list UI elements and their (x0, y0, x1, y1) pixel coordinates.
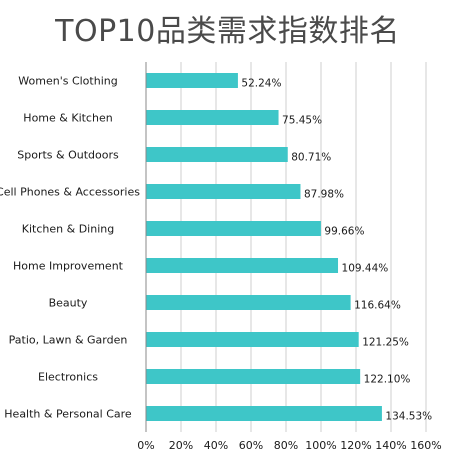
value-label: 134.53% (385, 411, 432, 423)
x-tick-label: 140% (375, 439, 406, 452)
bar (146, 184, 301, 199)
bar (146, 221, 321, 236)
value-label: 87.98% (304, 189, 344, 201)
chart-title: TOP10品类需求指数排名 (55, 14, 400, 49)
category-label: Cell Phones & Accessories (0, 186, 140, 199)
category-label: Patio, Lawn & Garden (9, 334, 128, 347)
x-tick-label: 20% (169, 439, 193, 452)
category-label: Beauty (49, 297, 88, 310)
x-tick-label: 0% (137, 439, 154, 452)
category-label: Home & Kitchen (23, 112, 112, 125)
value-label: 121.25% (362, 337, 409, 349)
value-label: 75.45% (282, 115, 322, 127)
bar (146, 406, 382, 421)
value-label: 109.44% (342, 263, 389, 275)
bar (146, 258, 339, 273)
bar (146, 147, 288, 162)
x-tick-label: 160% (410, 439, 441, 452)
value-label: 80.71% (291, 152, 331, 164)
bar (146, 369, 361, 384)
value-label: 99.66% (324, 226, 364, 238)
x-tick-label: 60% (239, 439, 263, 452)
category-label: Sports & Outdoors (17, 149, 119, 162)
x-tick-label: 120% (340, 439, 371, 452)
category-label: Home Improvement (13, 260, 124, 273)
category-label: Electronics (38, 371, 98, 384)
value-label: 52.24% (241, 78, 281, 90)
x-tick-label: 80% (274, 439, 298, 452)
category-label: Health & Personal Care (4, 408, 132, 421)
value-label: 122.10% (364, 374, 411, 386)
bar (146, 110, 279, 125)
x-tick-label: 40% (204, 439, 228, 452)
bar (146, 73, 238, 88)
category-label: Kitchen & Dining (22, 223, 114, 236)
x-tick-label: 100% (305, 439, 336, 452)
category-label: Women's Clothing (18, 75, 117, 88)
bar (146, 332, 359, 347)
bar (146, 295, 351, 310)
value-label: 116.64% (354, 300, 401, 312)
